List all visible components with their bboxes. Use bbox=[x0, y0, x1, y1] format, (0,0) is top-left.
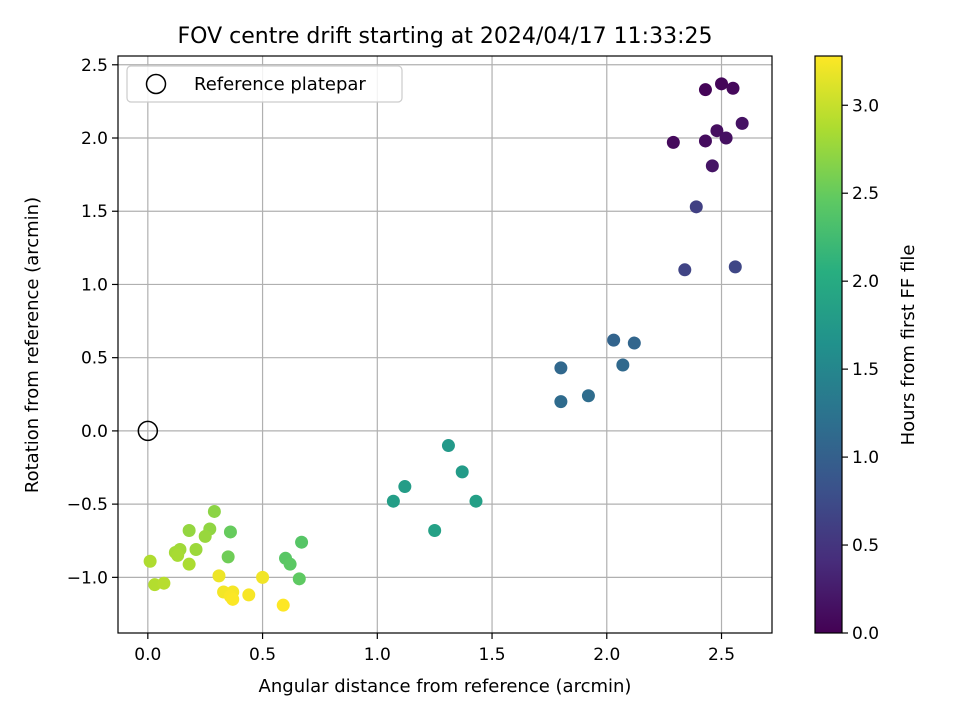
data-point bbox=[710, 124, 724, 138]
grid-lines bbox=[118, 56, 772, 633]
data-point bbox=[469, 494, 483, 508]
data-point bbox=[276, 598, 290, 612]
x-tick-label: 1.5 bbox=[479, 645, 506, 665]
reference-platepar-marker bbox=[137, 420, 159, 442]
colorbar-tick-label: 2.5 bbox=[852, 184, 879, 204]
data-point bbox=[242, 588, 256, 602]
data-point bbox=[226, 592, 240, 606]
x-axis-ticks: 0.0 0.5 1.0 1.5 2.0 2.5 bbox=[134, 633, 735, 665]
y-tick-label: 2.0 bbox=[81, 129, 108, 149]
data-points bbox=[143, 77, 749, 612]
data-point bbox=[292, 572, 306, 586]
data-point bbox=[554, 395, 568, 409]
y-axis-label: Rotation from reference (arcmin) bbox=[22, 197, 43, 493]
data-point bbox=[705, 159, 719, 173]
data-point bbox=[455, 465, 469, 479]
chart-title: FOV centre drift starting at 2024/04/17 … bbox=[178, 24, 713, 49]
data-point bbox=[607, 333, 621, 347]
data-point bbox=[212, 569, 226, 583]
data-point bbox=[182, 557, 196, 571]
colorbar-ticks: 0.0 0.5 1.0 1.5 2.0 2.5 3.0 bbox=[842, 96, 879, 644]
data-point bbox=[207, 504, 221, 518]
data-point bbox=[182, 523, 196, 537]
colorbar-tick-label: 2.0 bbox=[852, 272, 879, 292]
legend-entry-label: Reference platepar bbox=[194, 74, 366, 95]
data-point bbox=[678, 263, 692, 277]
data-point bbox=[198, 529, 212, 543]
legend: Reference platepar bbox=[126, 65, 403, 103]
colorbar-label: Hours from first FF file bbox=[898, 245, 919, 446]
data-point bbox=[728, 260, 742, 274]
data-point bbox=[221, 550, 235, 564]
legend-marker-icon bbox=[145, 73, 167, 95]
data-point bbox=[143, 554, 157, 568]
colorbar-tick-label: 0.0 bbox=[852, 624, 879, 644]
colorbar-tick-label: 3.0 bbox=[852, 96, 879, 116]
data-point bbox=[386, 494, 400, 508]
y-tick-label: 2.5 bbox=[81, 56, 108, 76]
y-tick-label: 0.5 bbox=[81, 349, 108, 369]
colorbar-tick-label: 1.5 bbox=[852, 360, 879, 380]
x-tick-label: 0.0 bbox=[134, 645, 161, 665]
y-tick-label: 1.0 bbox=[81, 275, 108, 295]
data-point bbox=[698, 83, 712, 97]
data-point bbox=[666, 135, 680, 149]
x-tick-label: 2.5 bbox=[708, 645, 735, 665]
colorbar-gradient bbox=[814, 55, 843, 634]
plot-frame bbox=[117, 55, 773, 634]
data-point bbox=[157, 576, 171, 590]
y-tick-label: −1.0 bbox=[67, 568, 108, 588]
data-point bbox=[715, 77, 729, 91]
data-point bbox=[698, 134, 712, 148]
data-point bbox=[689, 200, 703, 214]
data-point bbox=[398, 480, 412, 494]
y-tick-label: 1.5 bbox=[81, 202, 108, 222]
x-tick-label: 0.5 bbox=[249, 645, 276, 665]
data-point bbox=[428, 523, 442, 537]
data-point bbox=[726, 81, 740, 95]
y-tick-label: −0.5 bbox=[67, 495, 108, 515]
data-point bbox=[581, 389, 595, 403]
data-point bbox=[735, 116, 749, 130]
data-point bbox=[171, 548, 185, 562]
x-tick-label: 2.0 bbox=[593, 645, 620, 665]
data-point bbox=[223, 525, 237, 539]
data-point bbox=[256, 570, 270, 584]
colorbar-tick-label: 1.0 bbox=[852, 448, 879, 468]
data-point bbox=[627, 336, 641, 350]
data-point bbox=[554, 361, 568, 375]
y-tick-label: 0.0 bbox=[81, 422, 108, 442]
data-point bbox=[189, 543, 203, 557]
data-point bbox=[616, 358, 630, 372]
data-point bbox=[295, 535, 309, 549]
x-axis-label: Angular distance from reference (arcmin) bbox=[259, 676, 632, 697]
colorbar-tick-label: 0.5 bbox=[852, 536, 879, 556]
y-axis-ticks: −1.0 −0.5 0.0 0.5 1.0 1.5 2.0 2.5 bbox=[67, 56, 118, 588]
data-point bbox=[441, 439, 455, 453]
x-tick-label: 1.0 bbox=[364, 645, 391, 665]
data-point bbox=[283, 557, 297, 571]
colorbar: 0.0 0.5 1.0 1.5 2.0 2.5 3.0 Hours from first F… bbox=[814, 55, 919, 644]
data-point bbox=[719, 131, 733, 145]
legend-box bbox=[126, 65, 403, 103]
